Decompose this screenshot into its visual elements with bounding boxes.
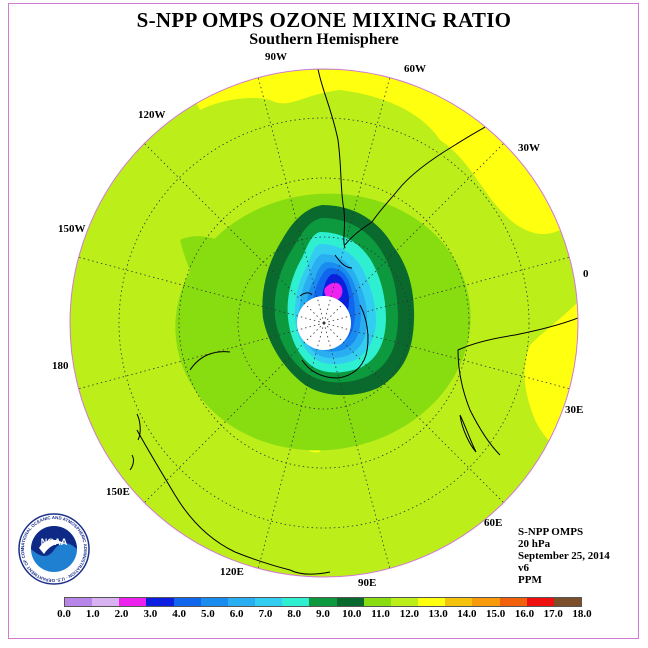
colorbar-tick-label: 16.0 [514, 608, 535, 620]
colorbar-tick-label: 13.0 [428, 608, 448, 620]
meridian-line [323, 143, 504, 324]
lon-label-60w: 60W [404, 63, 426, 75]
chart-title: S-NPP OMPS OZONE MIXING RATIO [136, 8, 512, 32]
colorbar-tick-label: 17.0 [543, 608, 563, 620]
lon-label-120w: 120W [138, 109, 166, 121]
colorbar-segment [119, 598, 147, 606]
colorbar-tick-label: 10.0 [342, 608, 362, 620]
colorbar-segment [336, 598, 364, 606]
colorbar-tick-label: 14.0 [457, 608, 477, 620]
colorbar-tick-label: 15.0 [486, 608, 506, 620]
lon-label-30e: 30E [565, 404, 584, 416]
colorbar-tick-label: 8.0 [287, 608, 302, 620]
colorbar-tick-label: 0.0 [57, 608, 71, 620]
colorbar-segment [146, 598, 174, 606]
meridian-line [144, 322, 325, 503]
colorbar-segment [65, 598, 93, 606]
info-pressure: 20 hPa [518, 538, 551, 550]
noaa-logo-text: NOAA [41, 537, 68, 547]
meridian-line [323, 322, 391, 569]
meridian-line [323, 322, 570, 390]
noaa-logo-icon: NATIONAL OCEANIC AND ATMOSPHERIC ADMINIS… [17, 512, 90, 585]
map-border [69, 68, 579, 578]
colorbar-segment [418, 598, 446, 606]
lon-label-90w: 90W [265, 51, 287, 63]
coast-nz [129, 413, 141, 471]
map-field [70, 69, 578, 577]
lat-circle-45 [178, 177, 470, 469]
colorbar-segment [255, 598, 283, 606]
colorbar-segment [173, 598, 201, 606]
meridian-line [78, 322, 325, 390]
colorbar-segment [526, 598, 554, 606]
colorbar-segment [499, 598, 527, 606]
meridian-line [78, 256, 325, 324]
colorbar-tick-label: 7.0 [258, 608, 273, 620]
colorbar-tick-label: 18.0 [572, 608, 592, 620]
region-green-lobe-left [180, 236, 249, 300]
info-block: S-NPP OMPS 20 hPa September 25, 2014 v6 … [518, 526, 610, 586]
colorbar-segment [92, 598, 120, 606]
coast-antarctica [299, 292, 369, 379]
colorbar [64, 597, 582, 607]
colorbar-tick-label: 3.0 [143, 608, 158, 620]
colorbar-tick-label: 12.0 [399, 608, 419, 620]
colorbar-segment [390, 598, 419, 606]
figure-frame [8, 3, 639, 639]
lat-circle-30 [118, 117, 530, 529]
colorbar-segment [227, 598, 256, 606]
lon-label-0: 0 [583, 268, 589, 280]
meridian-line [257, 322, 325, 569]
meridian-line [144, 143, 325, 324]
colorbar-tick-label: 4.0 [172, 608, 186, 620]
colorbar-segment [445, 598, 473, 606]
region-vortex-min [324, 282, 343, 301]
colorbar-tick-label: 2.0 [114, 608, 129, 620]
meridian-line [323, 322, 504, 503]
lon-label-60e: 60E [484, 517, 503, 529]
coast-madagascar [459, 414, 477, 453]
colorbar-segment [472, 598, 500, 606]
colorbar-tick-label: 6.0 [229, 608, 244, 620]
colorbar-segment [309, 598, 337, 606]
lat-circle-60 [237, 236, 411, 410]
lon-label-180: 180 [52, 360, 69, 372]
meridian-line [323, 256, 570, 324]
coast-africa [457, 317, 578, 456]
colorbar-segment [553, 598, 581, 606]
colorbar-tick-label: 5.0 [201, 608, 215, 620]
colorbar-segment [282, 598, 310, 606]
colorbar-segment [363, 598, 391, 606]
chart-subtitle: Southern Hemisphere [249, 31, 399, 48]
meridian-line [257, 77, 325, 324]
info-version: v6 [518, 562, 529, 574]
coast-australia [136, 351, 331, 575]
info-units: PPM [518, 574, 542, 586]
colorbar-segment [200, 598, 228, 606]
colorbar-tick-label: 1.0 [85, 608, 100, 620]
graticule [78, 77, 570, 569]
info-date: September 25, 2014 [518, 550, 610, 562]
info-instrument: S-NPP OMPS [518, 526, 584, 538]
lon-label-90e: 90E [358, 577, 377, 589]
lon-label-150e: 150E [106, 486, 130, 498]
lon-label-150w: 150W [58, 223, 86, 235]
lon-label-30w: 30W [518, 142, 540, 154]
lon-label-120e: 120E [220, 566, 244, 578]
coast-antarctic-peninsula [334, 254, 353, 269]
colorbar-tick-label: 11.0 [371, 608, 390, 620]
meridians [78, 77, 570, 569]
meridian-line [323, 77, 391, 324]
colorbar-tick-label: 9.0 [316, 608, 330, 620]
